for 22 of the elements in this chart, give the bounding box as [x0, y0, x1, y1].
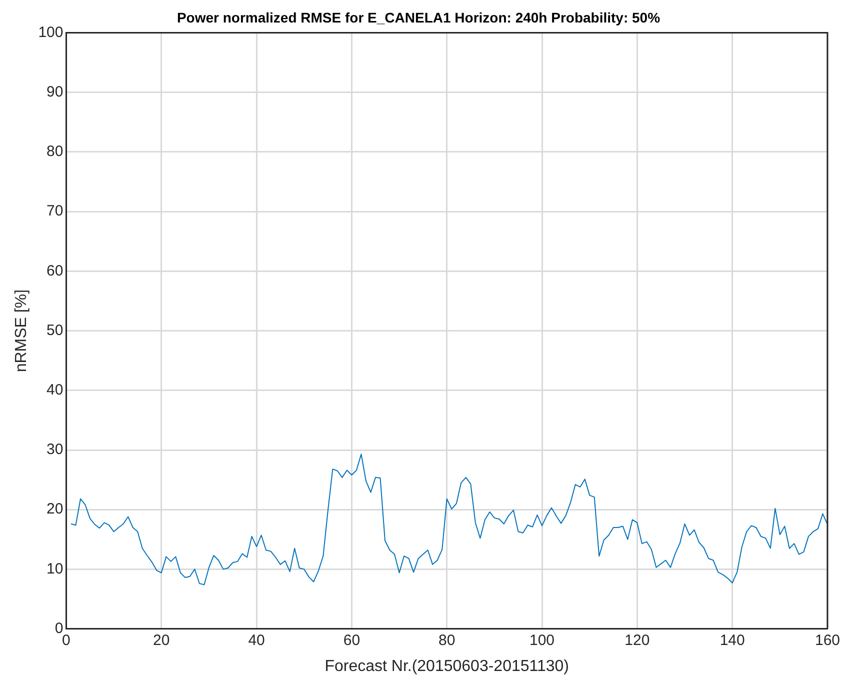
y-tick-label: 0: [54, 620, 64, 637]
y-tick-label: 80: [46, 143, 64, 160]
y-tick-label: 50: [46, 322, 64, 339]
x-tick-label: 160: [814, 632, 840, 649]
x-tick-label: 60: [343, 632, 360, 649]
y-tick-label: 100: [38, 24, 64, 41]
y-tick-label: 20: [46, 500, 64, 518]
x-axis-title: Forecast Nr.(20150603-20151130): [324, 658, 570, 675]
y-tick-label: 10: [46, 560, 64, 578]
chart-title: Power normalized RMSE for E_CANELA1 Horizon: 240h Probability: 50%: [176, 9, 661, 26]
x-tick-label: 80: [438, 632, 456, 649]
y-tick-label: 70: [46, 202, 64, 220]
y-tick-label: 90: [46, 84, 64, 101]
y-tick-label: 40: [46, 382, 64, 399]
y-tick-label: 30: [46, 441, 64, 458]
x-tick-label: 20: [153, 632, 170, 649]
x-tick-label: 120: [624, 632, 650, 649]
x-tick-label: 140: [720, 632, 745, 649]
y-axis-title: nRMSE [%]: [13, 289, 30, 372]
x-tick-label: 40: [248, 632, 265, 649]
x-tick-label: 100: [530, 632, 555, 649]
y-tick-label: 60: [46, 262, 64, 280]
